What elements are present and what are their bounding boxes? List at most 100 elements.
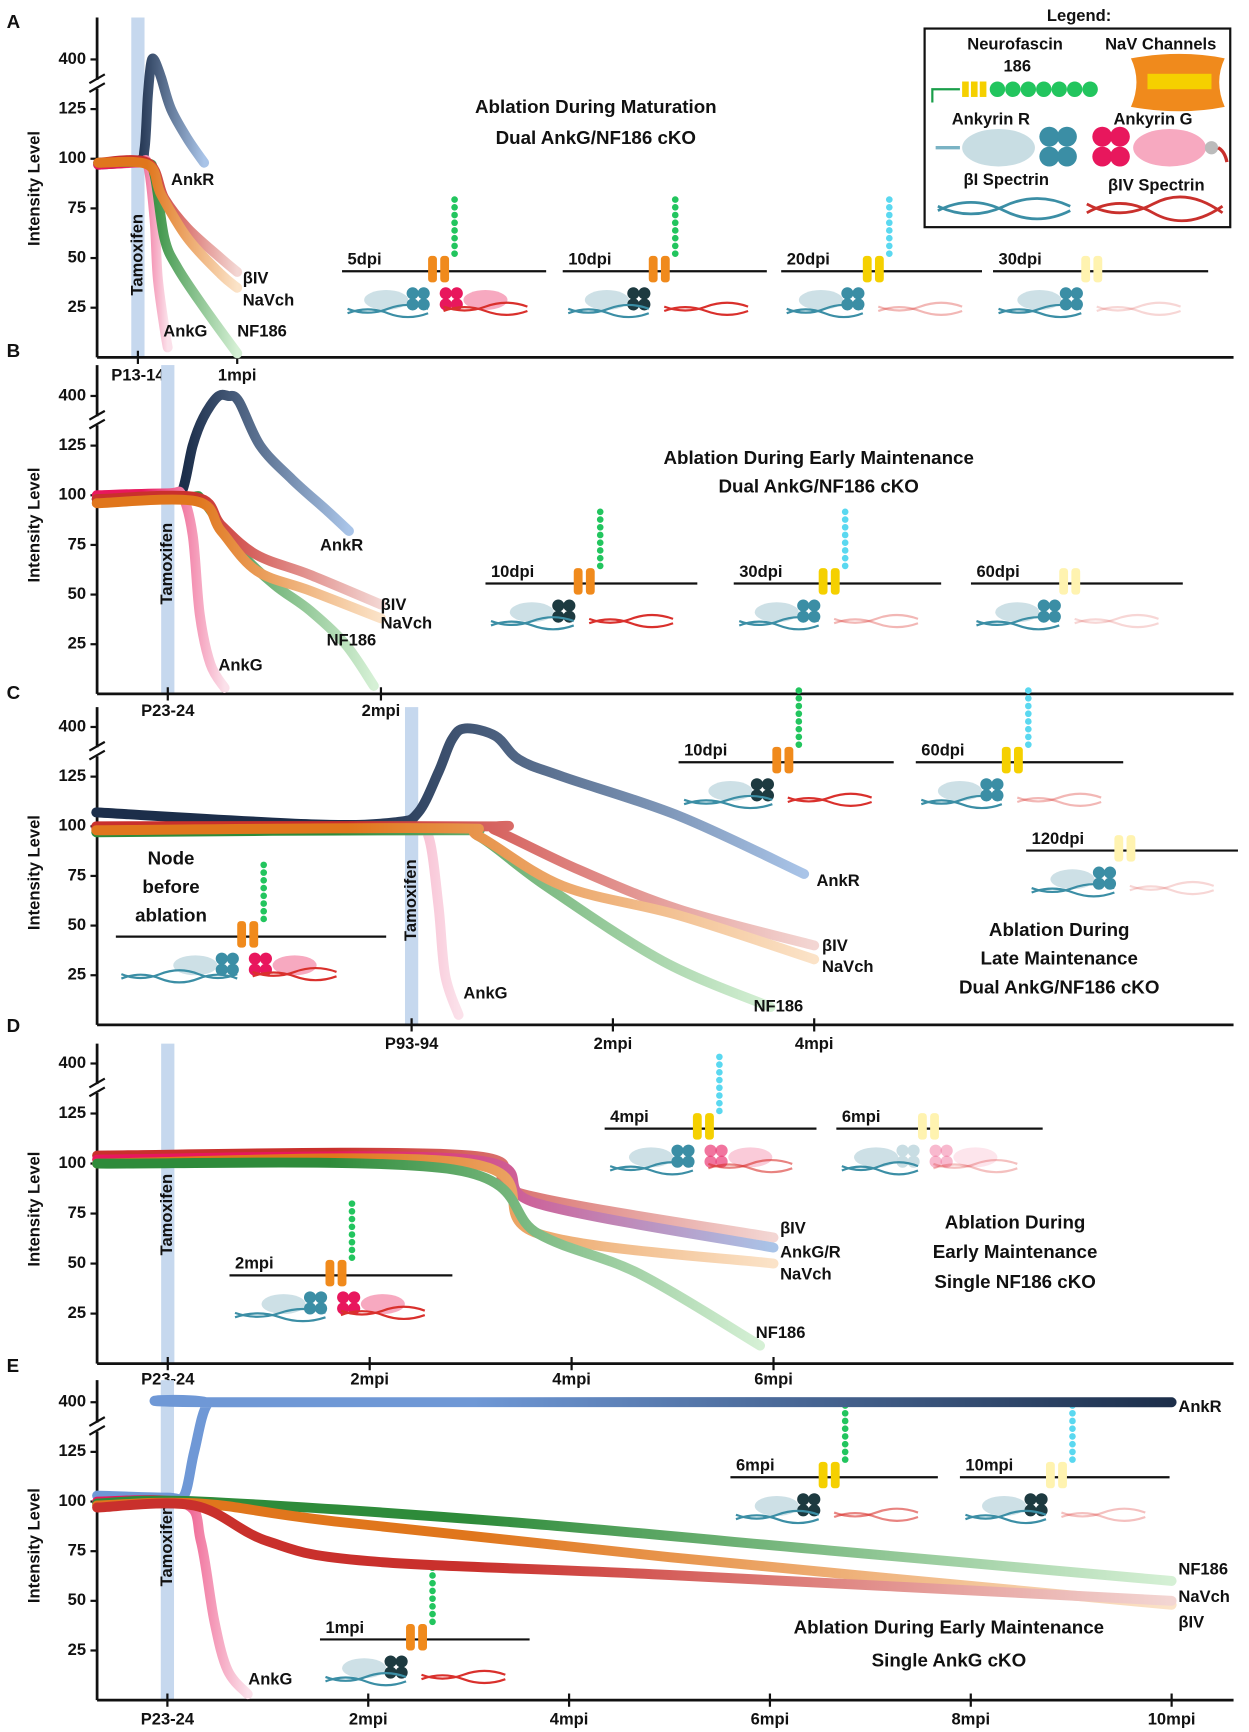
series-label: NaVch [1178, 1587, 1230, 1606]
ankyrin-r-bead [908, 1145, 920, 1157]
x-tick-label: P13-14 [111, 365, 165, 384]
bi-spectrin [965, 1515, 1046, 1523]
nf186-bead [842, 509, 849, 516]
biv-spectrin [834, 619, 918, 627]
nf186-bead [842, 1456, 849, 1463]
bi-spectrin [610, 1167, 693, 1175]
panel-title: Dual AnkG/NF186 cKO [496, 127, 696, 148]
nf186-bead [597, 547, 604, 554]
ankyrin-r-bead [216, 953, 228, 965]
inset-label: 10mpi [965, 1456, 1013, 1475]
channel [418, 1624, 427, 1650]
nf186-bead [260, 885, 267, 892]
nf186-bead [260, 892, 267, 899]
inset-label: 6mpi [842, 1107, 881, 1126]
ankyrin-r [854, 1147, 898, 1167]
ankyrin-r [342, 1658, 386, 1678]
biv-spectrin [834, 1509, 918, 1517]
series-label: βIV [780, 1218, 806, 1237]
channel [831, 1462, 840, 1488]
bi-spectrin [787, 309, 863, 317]
ankyrin-r-bead [797, 600, 809, 612]
channel [819, 568, 828, 594]
ankyrin-g-bead [337, 1291, 349, 1303]
y-tick-label: 125 [58, 435, 86, 454]
node-inset: 2mpi [229, 1200, 452, 1321]
bi-spectrin [491, 622, 574, 630]
y-tick-label: 75 [68, 198, 86, 217]
nf186-bead [842, 1433, 849, 1440]
series-label: NF186 [756, 1323, 806, 1342]
channel [693, 1113, 702, 1139]
channel [705, 1113, 714, 1139]
series-label: AnkR [816, 871, 859, 890]
nf186-bead [672, 235, 679, 242]
panel-title: Early Maintenance [933, 1241, 1098, 1262]
inset-label: 1mpi [325, 1618, 364, 1637]
biv-spectrin [878, 307, 962, 315]
nf186-bead [260, 869, 267, 876]
nf186-bead [1025, 710, 1032, 717]
series-label: βIV [243, 268, 269, 287]
biv-spectrin [834, 615, 918, 623]
nf186-bead [429, 1611, 436, 1618]
y-tick-label: 25 [68, 634, 86, 653]
nf186-bead [260, 900, 267, 907]
x-tick-label: 2mpi [349, 1709, 388, 1728]
x-tick-label: 4mpi [552, 1370, 591, 1389]
inset-label: 120dpi [1032, 829, 1084, 848]
channel [406, 1624, 415, 1650]
y-tick-label: 400 [58, 385, 86, 404]
nf186-bead [451, 219, 458, 226]
nf186-bead [716, 1084, 723, 1091]
x-tick-label: 6mpi [754, 1370, 793, 1389]
biv-spectrin [1061, 1513, 1145, 1521]
x-tick-label: 10mpi [1148, 1709, 1196, 1728]
biv-spectrin [1130, 886, 1214, 894]
nf186-bead [886, 250, 893, 257]
y-tick-label: 100 [58, 1153, 86, 1172]
channel [440, 256, 449, 282]
node-inset: 5dpi [342, 196, 546, 317]
nf186-bead [1025, 687, 1032, 694]
nf186-bead [886, 243, 893, 250]
channel [1014, 747, 1023, 773]
nf186-bead [672, 196, 679, 203]
series-label: NaVch [780, 1265, 832, 1284]
ankyrin-g-bead [941, 1145, 953, 1157]
y-tick-label: 400 [58, 1053, 86, 1072]
panel-title: Dual AnkG/NF186 cKO [959, 976, 1159, 997]
ankyrin-r [755, 602, 799, 622]
nf186-bead [429, 1618, 436, 1625]
inset-label: 20dpi [787, 250, 830, 269]
ankyrin-g-bead [348, 1291, 360, 1303]
nf186-bead [716, 1061, 723, 1068]
note-label: Node [148, 847, 195, 868]
series-label: NF186 [754, 997, 804, 1016]
nf186-bead [349, 1216, 356, 1223]
nf186-bead [597, 563, 604, 570]
nf186-bead [1025, 695, 1032, 702]
ankyrin-r-bead [1038, 600, 1050, 612]
ankyrin-r [982, 1496, 1026, 1516]
ankyrin-r [938, 781, 982, 801]
ankyrin-r [629, 1147, 673, 1167]
bi-spectrin [999, 309, 1082, 317]
bi-spectrin [739, 622, 818, 630]
series-label: βIV [822, 936, 848, 955]
nf186-bead [597, 532, 604, 539]
series-label: AnkG [218, 656, 262, 675]
nf186-bead [886, 219, 893, 226]
x-tick-label: 2mpi [594, 1034, 633, 1053]
nf186-bead [796, 734, 803, 741]
ankyrin-r [1017, 290, 1061, 310]
nf186-bead [842, 524, 849, 531]
nf186-bead [349, 1200, 356, 1207]
bi-spectrin [325, 1678, 406, 1686]
tamoxifen-label: Tamoxifen [157, 523, 176, 605]
series-label: AnkG [163, 321, 207, 340]
series-label: NaVch [381, 614, 433, 633]
channel [1059, 568, 1068, 594]
nf186-bead [842, 1425, 849, 1432]
biv-spectrin [788, 798, 872, 806]
